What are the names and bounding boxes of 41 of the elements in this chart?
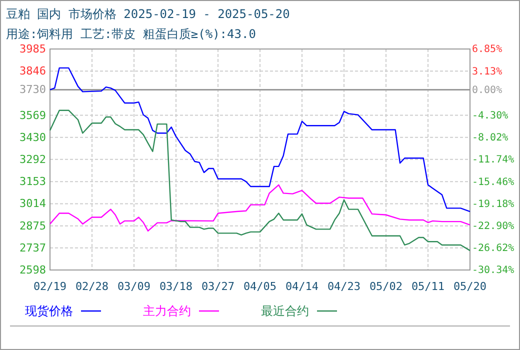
y2-tick-label: -26.62% xyxy=(472,243,514,254)
y2-tick-label: 0.00% xyxy=(472,84,502,96)
y2-tick-label: -19.18% xyxy=(472,198,514,210)
x-tick-label: 05/11 xyxy=(411,280,445,293)
line-series xyxy=(49,184,471,232)
y-tick-label: 3569 xyxy=(20,108,46,122)
x-tick-label: 02/19 xyxy=(33,280,67,293)
y-tick-label: 2598 xyxy=(20,264,46,277)
chart-subtitle: 用途:饲料用 工艺:带皮 粗蛋白质≥(%):43.0 xyxy=(6,27,256,41)
x-tick-label: 05/20 xyxy=(453,280,487,293)
x-tick-label: 04/23 xyxy=(327,280,361,293)
line-series xyxy=(49,110,471,252)
y-tick-label: 3730 xyxy=(20,83,46,96)
y2-tick-label: -22.90% xyxy=(472,220,514,232)
y-tick-label: 3014 xyxy=(20,197,46,210)
y2-tick-label: 3.13% xyxy=(472,66,502,78)
legend-label: 最近合约 xyxy=(261,304,309,318)
line-series xyxy=(49,67,471,212)
x-tick-label: 05/02 xyxy=(369,280,403,293)
y-tick-label: 2875 xyxy=(20,219,46,232)
y-tick-label: 3430 xyxy=(20,130,46,144)
y2-tick-label: 6.85% xyxy=(472,44,502,56)
y-tick-label: 3153 xyxy=(20,175,46,188)
y2-tick-label: -11.74% xyxy=(472,154,514,166)
legend-label: 主力合约 xyxy=(143,304,191,318)
legend-label: 现货价格 xyxy=(25,304,73,318)
chart-title: 豆粕 国内 市场价格 2025-02-19 - 2025-05-20 xyxy=(6,7,290,21)
x-tick-label: 02/28 xyxy=(75,280,109,293)
y-tick-label: 3292 xyxy=(20,152,46,166)
x-tick-label: 03/27 xyxy=(201,280,235,293)
y-tick-label: 2737 xyxy=(20,241,46,254)
x-tick-label: 03/09 xyxy=(117,280,151,293)
x-tick-label: 04/14 xyxy=(285,280,319,293)
y2-tick-label: -15.46% xyxy=(472,176,514,188)
y-tick-label: 3846 xyxy=(20,64,46,78)
y2-tick-label: -30.34% xyxy=(472,265,514,276)
x-tick-label: 03/18 xyxy=(159,280,193,293)
y2-tick-label: -8.02% xyxy=(472,132,508,144)
y-tick-label: 3985 xyxy=(20,42,46,56)
x-tick-label: 04/05 xyxy=(243,280,277,293)
y2-tick-label: -4.30% xyxy=(472,110,508,122)
